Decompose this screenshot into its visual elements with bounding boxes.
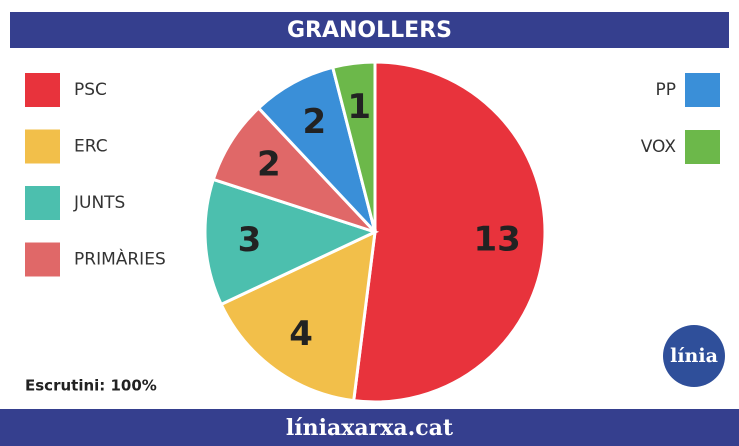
- legend-swatch: [685, 73, 720, 107]
- footer-bar: [0, 409, 739, 446]
- pie-slice: [330, 60, 377, 233]
- slice-label: 2: [257, 145, 281, 185]
- legend-swatch: [685, 130, 720, 164]
- header-bar: [10, 12, 729, 48]
- pie-slice: [352, 60, 547, 404]
- pie-slice: [203, 177, 380, 307]
- legend-swatch: [25, 73, 60, 107]
- note: Escrutini: 100%: [25, 377, 157, 395]
- legend-label: ERC: [74, 137, 108, 157]
- slice-label: 3: [238, 220, 262, 260]
- pie-slice: [219, 229, 377, 403]
- logo-circle: [663, 325, 725, 387]
- legend-label: PSC: [74, 80, 107, 100]
- legend-swatch: [25, 242, 60, 277]
- chart-title: GRANOLLERS: [287, 18, 452, 43]
- legend-label: JUNTS: [73, 193, 125, 213]
- legend-swatch: [25, 129, 60, 164]
- legend-swatch: [25, 186, 60, 220]
- legend-label: VOX: [641, 137, 677, 157]
- slice-label: 1: [347, 87, 371, 127]
- slice-label: 4: [289, 314, 313, 354]
- legend-label: PP: [655, 80, 676, 100]
- slice-label: 2: [303, 102, 327, 142]
- footer-text: líniaxarxa.cat: [286, 415, 454, 441]
- legend-label: PRIMÀRIES: [74, 248, 166, 270]
- logo-text: línia: [670, 345, 718, 367]
- slice-label: 13: [473, 220, 520, 260]
